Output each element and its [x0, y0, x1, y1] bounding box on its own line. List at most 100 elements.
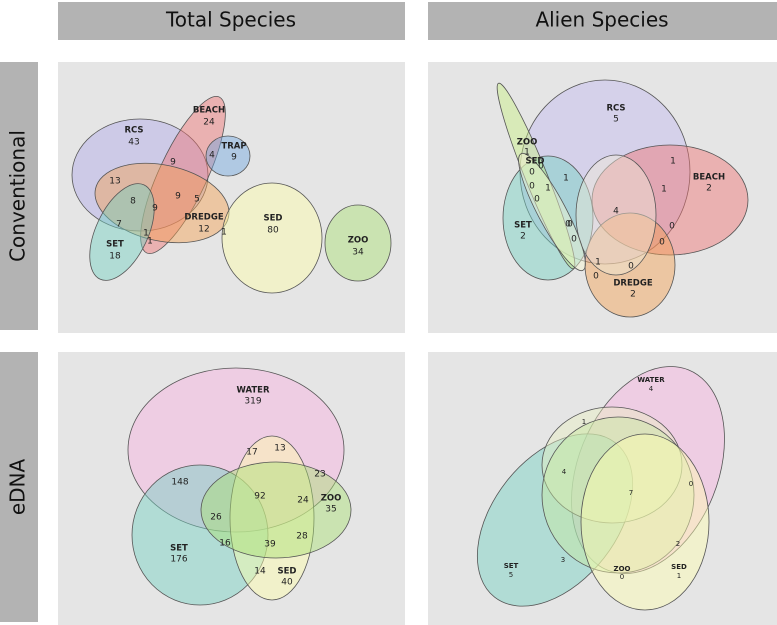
region-count: 24 — [297, 496, 309, 506]
region-count: 4 — [613, 207, 619, 217]
set-label: SET — [106, 240, 124, 250]
column-header: Alien Species — [535, 8, 668, 32]
row-header: Conventional — [6, 130, 30, 262]
region-count: 1 — [147, 237, 153, 247]
region-count: 13 — [109, 177, 120, 187]
region-count: 0 — [565, 220, 571, 230]
region-count: 0 — [534, 195, 540, 205]
region-count: 23 — [314, 470, 325, 480]
panel — [428, 352, 777, 625]
set-label: RCS — [124, 126, 143, 136]
row-header: eDNA — [6, 459, 30, 516]
header-box — [58, 2, 405, 40]
set-count: 5 — [613, 115, 619, 125]
column-header: Total Species — [165, 8, 296, 32]
set-ellipse — [140, 96, 226, 254]
set-ellipse — [324, 204, 392, 282]
set-label: ZOO — [348, 236, 369, 246]
region-count: 9 — [175, 192, 181, 202]
region-count: 1 — [563, 174, 569, 184]
set-ellipse — [519, 79, 691, 265]
panel — [58, 62, 405, 333]
set-ellipse — [221, 182, 323, 294]
header-box — [428, 2, 777, 40]
set-ellipse — [496, 82, 576, 270]
region-count: 0 — [689, 480, 693, 488]
set-count: 5 — [509, 571, 513, 579]
set-label: WATER — [236, 386, 270, 396]
set-count: 12 — [198, 225, 209, 235]
set-label: RCS — [606, 104, 625, 114]
set-label: SED — [264, 214, 283, 224]
set-count: 9 — [231, 153, 237, 163]
set-count: 18 — [109, 252, 121, 262]
region-count: 0 — [529, 168, 535, 178]
region-count: 0 — [659, 238, 665, 248]
set-ellipse — [127, 367, 345, 533]
region-count: 7 — [629, 489, 633, 497]
region-count: 3 — [561, 556, 565, 564]
set-count: 43 — [128, 138, 139, 148]
set-count: 176 — [170, 555, 187, 565]
set-ellipse — [229, 435, 315, 601]
row-box — [0, 62, 38, 330]
region-count: 4 — [562, 468, 567, 476]
set-ellipse — [571, 366, 725, 574]
region-count: 1 — [221, 228, 227, 238]
region-count: 1 — [143, 229, 149, 239]
region-count: 0 — [669, 222, 675, 232]
region-count: 26 — [210, 513, 222, 523]
region-count: 1 — [545, 184, 551, 194]
region-count: 8 — [130, 197, 136, 207]
set-count: 35 — [325, 505, 336, 515]
set-count: 1 — [677, 572, 681, 580]
set-ellipse — [541, 406, 683, 524]
panel — [428, 62, 777, 333]
region-count: 0 — [628, 262, 634, 272]
set-ellipse — [591, 144, 749, 256]
region-count: 17 — [246, 448, 257, 458]
region-count: 1 — [595, 258, 601, 268]
panel — [58, 352, 405, 625]
set-count: 2 — [706, 184, 712, 194]
region-count: 9 — [152, 204, 158, 214]
set-label: TRAP — [221, 142, 246, 152]
region-count: 39 — [264, 540, 276, 550]
set-ellipse — [89, 183, 155, 281]
set-count: 34 — [352, 248, 364, 258]
region-count: 0 — [593, 272, 599, 282]
set-label: DREDGE — [613, 279, 652, 289]
set-ellipse — [575, 154, 657, 276]
set-count: 2 — [520, 232, 526, 242]
set-label: SED — [526, 157, 545, 167]
set-ellipse — [205, 135, 251, 177]
set-label: SET — [514, 221, 532, 231]
set-label: SET — [504, 562, 519, 570]
set-label: SET — [170, 544, 188, 554]
set-count: 1 — [524, 148, 530, 158]
region-count: 148 — [171, 478, 188, 488]
region-count: 2 — [676, 540, 680, 548]
set-label: SED — [278, 567, 297, 577]
set-count: 40 — [281, 578, 293, 588]
set-label: DREDGE — [184, 213, 223, 223]
set-ellipse — [518, 152, 586, 272]
set-label: SED — [671, 563, 687, 571]
region-count: 5 — [194, 195, 200, 205]
set-ellipse — [541, 416, 695, 574]
region-count: 28 — [296, 532, 308, 542]
region-count: 7 — [116, 220, 122, 230]
region-count: 1 — [582, 418, 586, 426]
set-ellipse — [476, 433, 634, 607]
set-ellipse — [94, 162, 230, 244]
set-ellipse — [131, 464, 269, 606]
region-count: 14 — [254, 567, 266, 577]
set-count: 2 — [630, 290, 636, 300]
set-count: 0 — [620, 573, 624, 581]
region-count: 92 — [254, 492, 265, 502]
set-label: ZOO — [321, 494, 342, 504]
set-ellipse — [580, 433, 710, 611]
region-count: 16 — [219, 539, 231, 549]
region-count: 1 — [661, 185, 667, 195]
